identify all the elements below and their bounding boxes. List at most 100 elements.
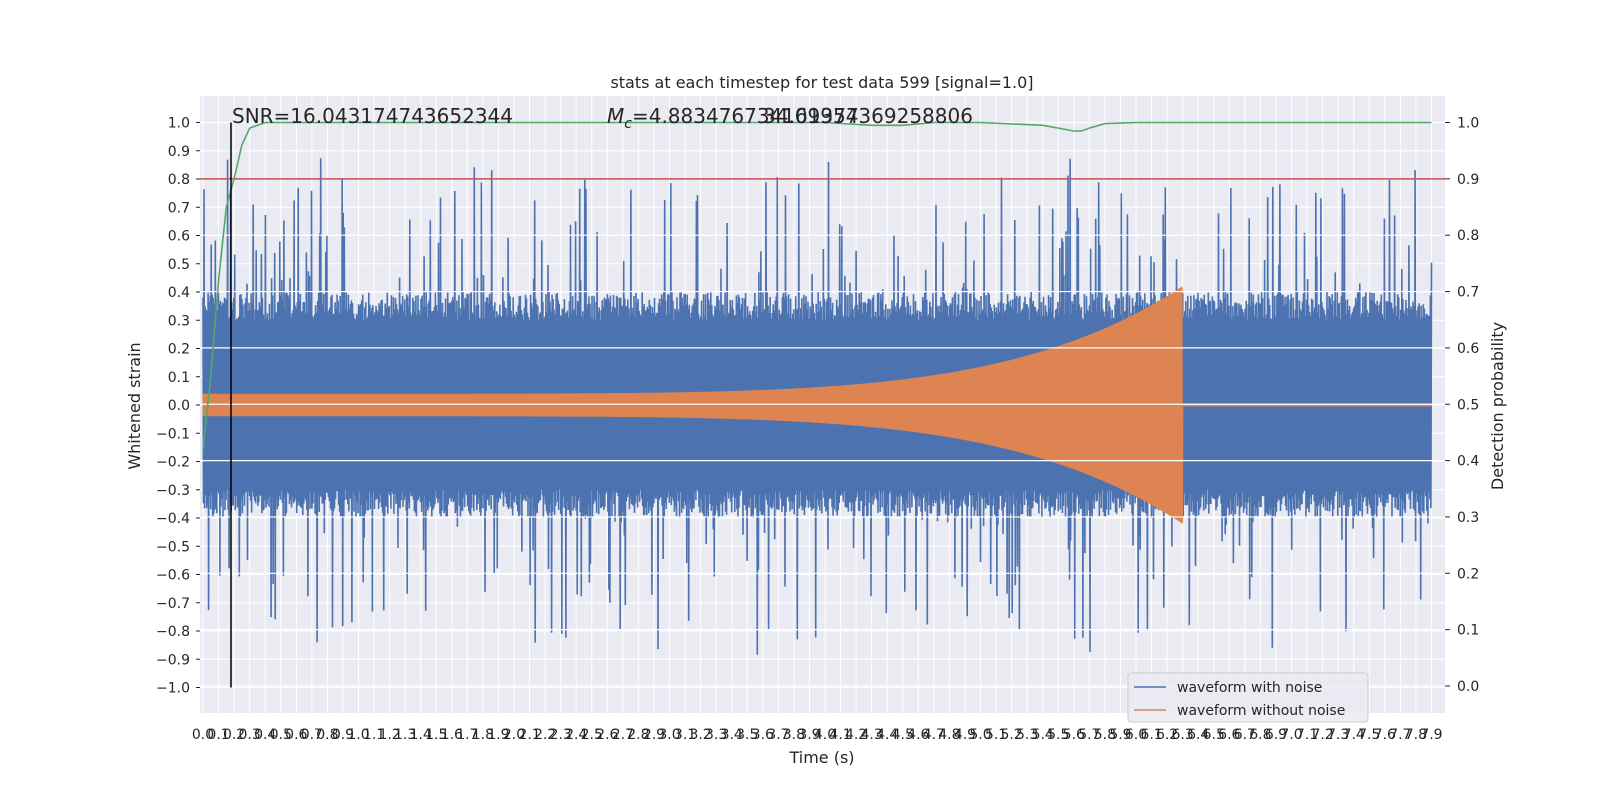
- x-tick-label: 2.9: [643, 727, 665, 743]
- x-tick-label: 6.0: [1125, 727, 1147, 743]
- x-tick-label: 7.6: [1374, 727, 1396, 743]
- x-tick-label: 7.7: [1389, 727, 1411, 743]
- series-detection-probability: [202, 121, 1432, 450]
- x-tick-label: 4.5: [892, 727, 914, 743]
- y2-tick-label: 0.0: [1457, 679, 1479, 695]
- y-tick-label: −0.8: [156, 624, 190, 640]
- y2-tick-label: 0.1: [1457, 623, 1479, 639]
- noise-waveform-path: [202, 158, 1433, 655]
- y-tick-label: 0.2: [168, 342, 190, 358]
- x-tick-label: 4.7: [923, 727, 945, 743]
- x-tick-label: 0.2: [223, 727, 245, 743]
- x-tick-label: 4.6: [907, 727, 929, 743]
- mc-value: =4.883476734161377: [632, 104, 859, 128]
- x-tick-label: 1.6: [441, 727, 463, 743]
- x-axis-label: Time (s): [788, 748, 854, 767]
- x-tick-label: 0.9: [332, 727, 354, 743]
- x-tick-label: 5.1: [985, 727, 1007, 743]
- y-tick-label: −0.1: [156, 426, 190, 442]
- x-tick-label: 3.9: [798, 727, 820, 743]
- x-tick-label: 0.5: [270, 727, 292, 743]
- x-tick-label: 0.3: [239, 727, 261, 743]
- x-tick-label: 2.7: [612, 727, 634, 743]
- y-tick-label: −1.0: [156, 681, 190, 697]
- y-tick-label: 0.1: [168, 370, 190, 386]
- x-tick-label: 7.4: [1343, 727, 1365, 743]
- x-tick-label: 6.7: [1234, 727, 1256, 743]
- x-tick-label: 4.4: [876, 727, 898, 743]
- y2-tick-label: 0.6: [1457, 341, 1479, 357]
- x-tick-label: 0.1: [207, 727, 229, 743]
- y-tick-label: 0.4: [168, 285, 190, 301]
- x-tick-label: 5.8: [1094, 727, 1116, 743]
- x-tick-label: 3.0: [658, 727, 680, 743]
- y2-tick-label: 0.5: [1457, 397, 1479, 413]
- y-axis-ticks: −1.0 −0.9 −0.8 −0.7 −0.6 −0.5 −0.4 −0.3 −0.2 −0.1…: [156, 116, 200, 697]
- x-tick-label: 2.6: [596, 727, 618, 743]
- x-tick-label: 2.2: [534, 727, 556, 743]
- x-tick-label: 4.8: [938, 727, 960, 743]
- x-tick-label: 6.8: [1249, 727, 1271, 743]
- y2-tick-label: 0.4: [1457, 454, 1479, 470]
- overlap-annotation: 34.09954369258806: [763, 104, 973, 128]
- series-waveform-with-noise: [202, 158, 1433, 655]
- x-tick-label: 5.0: [969, 727, 991, 743]
- series-waveform-without-noise: [202, 286, 1433, 524]
- snr-annotation: SNR=16.043174743652344: [232, 104, 513, 128]
- y-tick-label: −0.5: [156, 539, 190, 555]
- x-tick-label: 2.8: [627, 727, 649, 743]
- x-tick-label: 3.6: [752, 727, 774, 743]
- x-tick-label: 0.4: [254, 727, 276, 743]
- x-tick-label: 3.8: [783, 727, 805, 743]
- y-tick-label: 1.0: [168, 116, 190, 132]
- x-tick-label: 3.7: [767, 727, 789, 743]
- x-tick-label: 7.8: [1405, 727, 1427, 743]
- x-tick-label: 4.1: [829, 727, 851, 743]
- x-tick-label: 2.4: [565, 727, 587, 743]
- x-tick-label: 0.0: [192, 727, 214, 743]
- x-tick-label: 6.5: [1203, 727, 1225, 743]
- x-tick-label: 2.0: [503, 727, 525, 743]
- x-tick-label: 4.0: [814, 727, 836, 743]
- x-tick-label: 6.6: [1218, 727, 1240, 743]
- y-tick-label: −0.7: [156, 596, 190, 612]
- x-tick-label: 0.6: [285, 727, 307, 743]
- y-tick-label: 0.6: [168, 229, 190, 245]
- clean-waveform-path: [202, 286, 1433, 524]
- x-tick-label: 5.6: [1063, 727, 1085, 743]
- x-tick-label: 4.2: [845, 727, 867, 743]
- x-tick-label: 6.2: [1156, 727, 1178, 743]
- y-tick-label: 0.8: [168, 172, 190, 188]
- x-tick-label: 0.8: [316, 727, 338, 743]
- x-tick-label: 3.3: [705, 727, 727, 743]
- x-tick-label: 7.3: [1327, 727, 1349, 743]
- y2-tick-label: 1.0: [1457, 116, 1479, 132]
- x-tick-label: 0.7: [301, 727, 323, 743]
- y-tick-label: 0.5: [168, 257, 190, 273]
- y-tick-label: −0.6: [156, 568, 190, 584]
- x-tick-label: 5.7: [1078, 727, 1100, 743]
- y-tick-label: −0.3: [156, 483, 190, 499]
- y-tick-label: −0.9: [156, 652, 190, 668]
- x-tick-label: 5.9: [1109, 727, 1131, 743]
- legend-box: [1127, 672, 1369, 723]
- y-axis-label: Whitened strain: [125, 342, 144, 469]
- x-tick-label: 7.1: [1296, 727, 1318, 743]
- x-tick-label: 4.9: [954, 727, 976, 743]
- x-tick-label: 1.2: [378, 727, 400, 743]
- x-tick-label: 6.1: [1140, 727, 1162, 743]
- y-tick-label: −0.2: [156, 455, 190, 471]
- x-tick-label: 7.2: [1311, 727, 1333, 743]
- x-tick-label: 3.4: [721, 727, 743, 743]
- x-tick-label: 3.5: [736, 727, 758, 743]
- x-tick-label: 1.9: [487, 727, 509, 743]
- x-tick-label: 7.5: [1358, 727, 1380, 743]
- x-tick-label: 5.5: [1047, 727, 1069, 743]
- legend-label-noise: waveform with noise: [1177, 680, 1322, 696]
- x-tick-label: 1.5: [425, 727, 447, 743]
- x-tick-label: 3.1: [674, 727, 696, 743]
- x-axis-ticks: 0.00.10.20.30.40.50.60.70.80.91.01.11.21…: [192, 727, 1443, 743]
- x-tick-label: 7.0: [1280, 727, 1302, 743]
- x-tick-label: 1.7: [456, 727, 478, 743]
